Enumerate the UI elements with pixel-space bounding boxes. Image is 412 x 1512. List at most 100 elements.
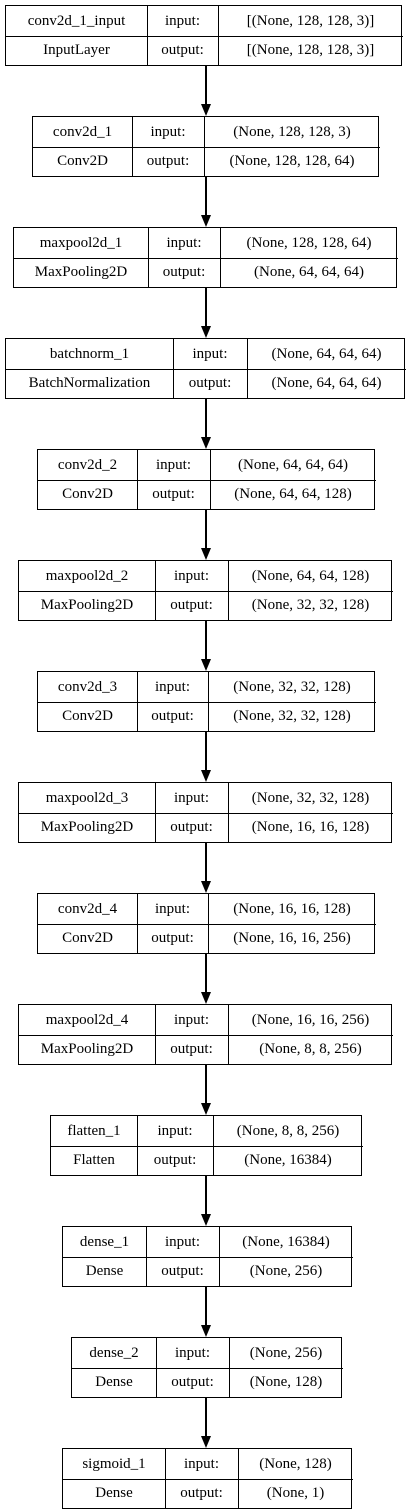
output-label: output: bbox=[180, 1485, 223, 1501]
row-divider bbox=[51, 1146, 363, 1147]
layer-name: maxpool2d_3 bbox=[45, 789, 129, 806]
input-shape: (None, 64, 64, 128) bbox=[251, 567, 370, 584]
row-divider bbox=[38, 702, 376, 703]
row-divider bbox=[6, 36, 403, 37]
layer-name: maxpool2d_1 bbox=[39, 234, 123, 251]
layer-type: Dense bbox=[85, 1263, 124, 1279]
edge-line bbox=[205, 66, 207, 104]
row-divider bbox=[38, 480, 376, 481]
column-divider bbox=[210, 450, 211, 509]
arrow-head-icon bbox=[201, 437, 211, 449]
layer-type: Conv2D bbox=[62, 708, 113, 724]
layer-node: conv2d_2 input: (None, 64, 64, 64) Conv2D ou… bbox=[37, 449, 376, 510]
output-label: output: bbox=[162, 264, 206, 280]
column-divider bbox=[155, 783, 156, 842]
output-label: output: bbox=[170, 1041, 213, 1057]
output-label: output: bbox=[153, 1152, 197, 1168]
column-divider bbox=[229, 1338, 230, 1397]
output-label: output: bbox=[146, 153, 190, 169]
output-label: output: bbox=[152, 486, 195, 502]
row-divider bbox=[63, 1479, 353, 1480]
layer-node: sigmoid_1 input: (None, 128) Dense output: (N… bbox=[62, 1448, 353, 1509]
arrow-head-icon bbox=[201, 1214, 211, 1226]
output-shape: (None, 16, 16, 128) bbox=[251, 819, 370, 835]
layer-node: maxpool2d_3 input: (None, 32, 32, 128) MaxP… bbox=[18, 782, 393, 843]
layer-name: conv2d_3 bbox=[57, 678, 118, 695]
input-shape: (None, 16, 16, 256) bbox=[251, 1011, 370, 1028]
arrow-head-icon bbox=[201, 215, 211, 227]
output-shape: (None, 8, 8, 256) bbox=[259, 1041, 362, 1057]
column-divider bbox=[228, 783, 229, 842]
output-label: output: bbox=[151, 930, 194, 946]
column-divider bbox=[213, 1116, 214, 1175]
input-label: input: bbox=[150, 123, 186, 140]
column-divider bbox=[156, 1338, 157, 1397]
edge-line bbox=[205, 732, 207, 770]
column-divider bbox=[220, 228, 221, 287]
layer-node: conv2d_1 input: (None, 128, 128, 3) Conv2D o… bbox=[32, 116, 380, 177]
output-shape: (None, 256) bbox=[249, 1263, 323, 1279]
layer-name: conv2d_4 bbox=[57, 900, 118, 917]
layer-name: dense_1 bbox=[79, 1233, 130, 1250]
layer-name: dense_2 bbox=[89, 1344, 139, 1361]
input-shape: (None, 32, 32, 128) bbox=[251, 789, 370, 806]
layer-type: Conv2D bbox=[62, 930, 113, 946]
column-divider bbox=[165, 1449, 166, 1508]
column-divider bbox=[137, 450, 138, 509]
layer-name: maxpool2d_2 bbox=[45, 567, 129, 584]
input-shape: (None, 128, 128, 64) bbox=[246, 234, 372, 251]
input-label: input: bbox=[183, 1455, 219, 1472]
input-label: input: bbox=[174, 1344, 210, 1361]
input-shape: (None, 128) bbox=[259, 1455, 332, 1472]
row-divider bbox=[19, 813, 393, 814]
arrow-head-icon bbox=[201, 1436, 211, 1448]
arrow-head-icon bbox=[201, 104, 211, 116]
column-divider bbox=[137, 894, 138, 953]
input-shape: (None, 128, 128, 3) bbox=[233, 123, 351, 140]
row-divider bbox=[19, 1035, 393, 1036]
column-divider bbox=[204, 117, 205, 176]
edge-line bbox=[205, 954, 207, 992]
edge-line bbox=[205, 1065, 207, 1103]
layer-node: flatten_1 input: (None, 8, 8, 256) Flatten o… bbox=[50, 1115, 363, 1176]
edge-line bbox=[205, 1287, 207, 1325]
row-divider bbox=[63, 1257, 353, 1258]
column-divider bbox=[247, 339, 248, 398]
layer-name: sigmoid_1 bbox=[82, 1455, 146, 1472]
output-label: output: bbox=[151, 708, 194, 724]
layer-node: maxpool2d_4 input: (None, 16, 16, 256) MaxP… bbox=[18, 1004, 393, 1065]
column-divider bbox=[155, 561, 156, 620]
layer-node: dense_1 input: (None, 16384) Dense output: (N… bbox=[62, 1226, 353, 1287]
output-label: output: bbox=[170, 819, 213, 835]
row-divider bbox=[6, 369, 406, 370]
edge-line bbox=[205, 399, 207, 437]
output-label: output: bbox=[170, 597, 213, 613]
edge-line bbox=[205, 288, 207, 326]
output-shape: (None, 32, 32, 128) bbox=[233, 708, 351, 724]
input-label: input: bbox=[164, 12, 200, 29]
arrow-head-icon bbox=[201, 1325, 211, 1337]
column-divider bbox=[155, 1005, 156, 1064]
arrow-head-icon bbox=[201, 326, 211, 338]
row-divider bbox=[38, 924, 376, 925]
column-divider bbox=[147, 6, 148, 65]
output-label: output: bbox=[188, 375, 232, 391]
layer-type: Flatten bbox=[73, 1152, 115, 1168]
layer-type: InputLayer bbox=[43, 42, 110, 58]
layer-node: dense_2 input: (None, 256) Dense output: (Non… bbox=[71, 1337, 343, 1398]
output-shape: (None, 1) bbox=[266, 1485, 325, 1501]
output-shape: [(None, 128, 128, 3)] bbox=[246, 42, 375, 58]
column-divider bbox=[238, 1449, 239, 1508]
output-shape: (None, 16, 16, 256) bbox=[233, 930, 351, 946]
input-shape: (None, 256) bbox=[249, 1344, 323, 1361]
output-label: output: bbox=[161, 42, 204, 58]
layer-node: maxpool2d_1 input: (None, 128, 128, 64) Max… bbox=[13, 227, 398, 288]
column-divider bbox=[173, 339, 174, 398]
layer-name: conv2d_1_input bbox=[27, 12, 126, 29]
input-label: input: bbox=[173, 789, 209, 806]
layer-type: Conv2D bbox=[57, 153, 108, 169]
layer-type: MaxPooling2D bbox=[34, 264, 128, 280]
layer-node: batchnorm_1 input: (None, 64, 64, 64) Batch… bbox=[5, 338, 406, 399]
layer-name: flatten_1 bbox=[67, 1122, 121, 1139]
